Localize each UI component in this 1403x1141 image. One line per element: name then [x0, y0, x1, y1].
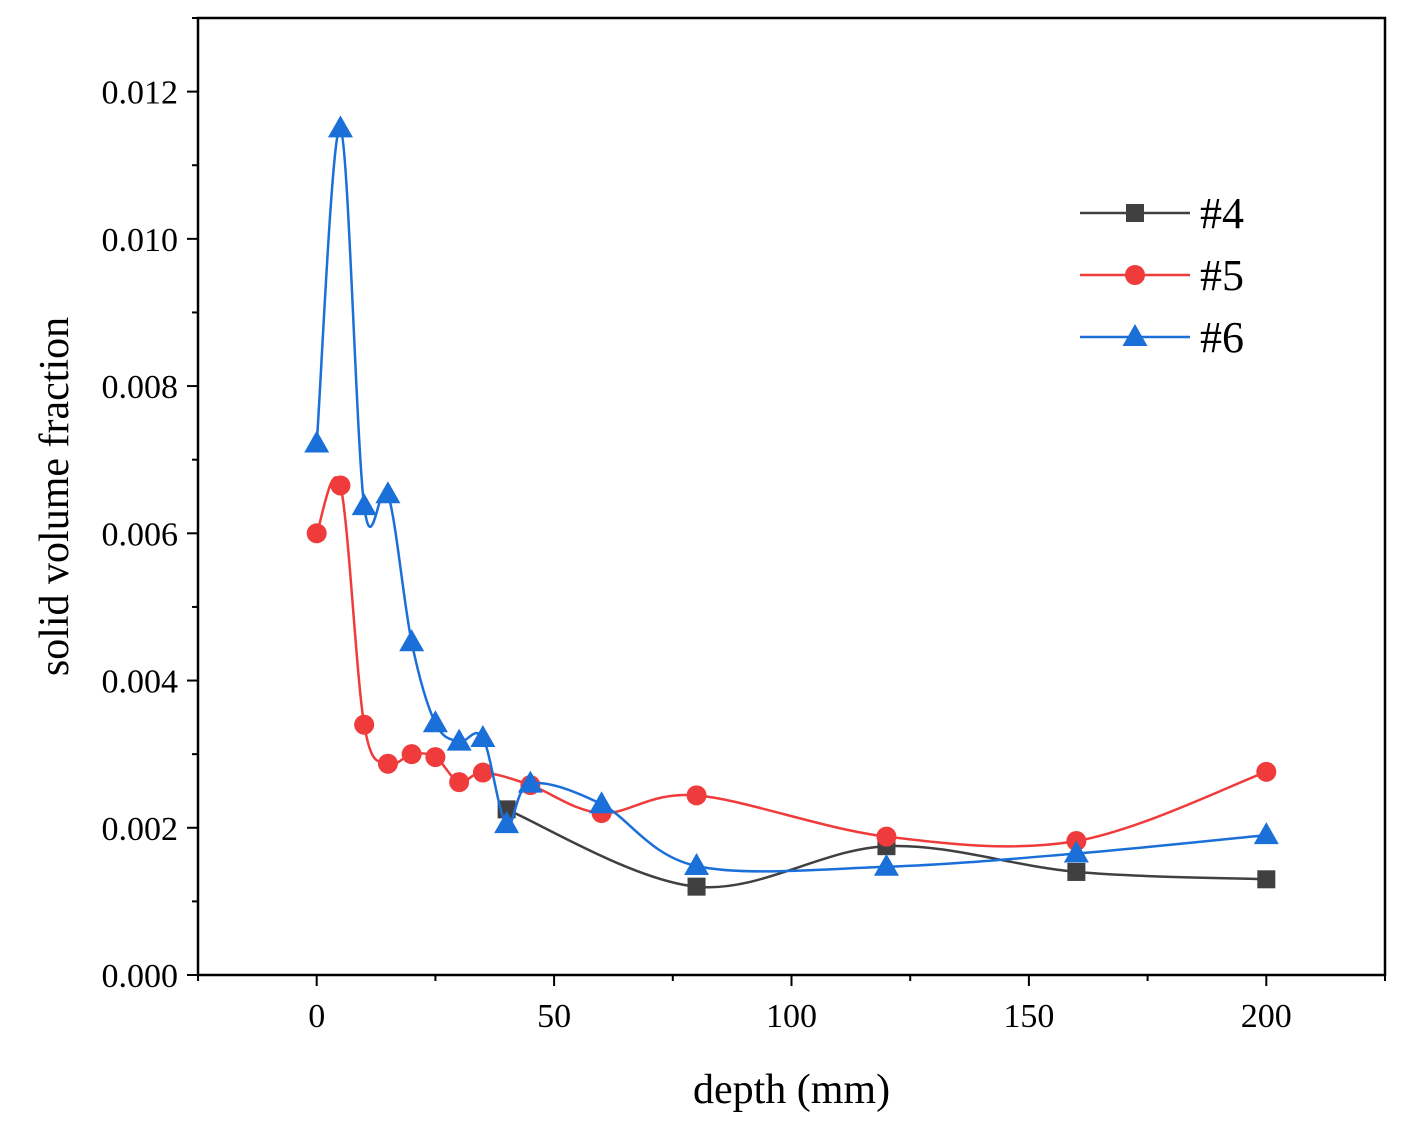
y-tick-label: 0.006 [102, 516, 179, 553]
data-point [589, 791, 615, 814]
data-point [330, 475, 351, 496]
y-tick-label: 0.010 [102, 222, 179, 259]
data-point [494, 811, 520, 834]
data-point [399, 629, 425, 652]
data-point [449, 772, 470, 793]
legend-item-4: #4 [1080, 189, 1244, 238]
data-point [425, 747, 446, 768]
data-point [876, 826, 897, 847]
legend-marker [1122, 324, 1148, 346]
data-point [306, 523, 327, 544]
y-tick-label: 0.002 [102, 811, 179, 848]
series-4 [497, 800, 1276, 896]
legend-marker [1126, 204, 1144, 222]
data-point [684, 853, 710, 876]
data-point [304, 430, 330, 453]
legend-item-6: #6 [1080, 313, 1244, 362]
x-tick-label: 100 [766, 998, 817, 1035]
data-point [686, 785, 707, 806]
data-point [354, 714, 375, 735]
x-tick-label: 50 [537, 998, 571, 1035]
legend-item-5: #5 [1080, 251, 1244, 300]
data-point [446, 728, 472, 751]
data-point [351, 493, 377, 516]
data-point [517, 770, 543, 793]
y-tick-label: 0.004 [102, 664, 179, 701]
data-point [1256, 761, 1277, 782]
y-tick-label: 0.008 [102, 369, 179, 406]
series-6 [304, 115, 1279, 876]
data-point [422, 710, 448, 733]
legend-marker [1125, 265, 1145, 285]
data-point [1063, 840, 1089, 863]
x-axis-title: depth (mm) [693, 1067, 890, 1113]
y-tick-label: 0.000 [102, 958, 179, 995]
data-point [375, 481, 401, 504]
data-point [1253, 822, 1279, 845]
legend-label: #6 [1200, 313, 1244, 362]
x-tick-label: 150 [1003, 998, 1054, 1035]
x-tick-label: 0 [308, 998, 325, 1035]
data-point [377, 753, 398, 774]
data-point [472, 762, 493, 783]
plot-frame [196, 16, 1387, 977]
y-tick-label: 0.012 [102, 75, 179, 112]
legend: #4 #5 #6 [1080, 189, 1244, 362]
series-line [315, 127, 1267, 873]
y-axis-title: solid volume fraction [32, 317, 78, 676]
legend-label: #4 [1200, 189, 1244, 238]
data-point [1067, 862, 1086, 881]
data-point [401, 744, 422, 765]
series-5 [306, 475, 1277, 852]
series-layer [304, 115, 1279, 896]
legend-label: #5 [1200, 251, 1244, 300]
data-point [873, 853, 899, 876]
data-point [470, 724, 496, 747]
data-point [327, 115, 353, 138]
x-tick-label: 200 [1241, 998, 1292, 1035]
axes-layer: 0 50 100 150 200 0.000 0.002 0.004 0.006 0.008 0.0… [102, 16, 1387, 1035]
data-point [1257, 870, 1276, 889]
data-point [687, 877, 706, 896]
